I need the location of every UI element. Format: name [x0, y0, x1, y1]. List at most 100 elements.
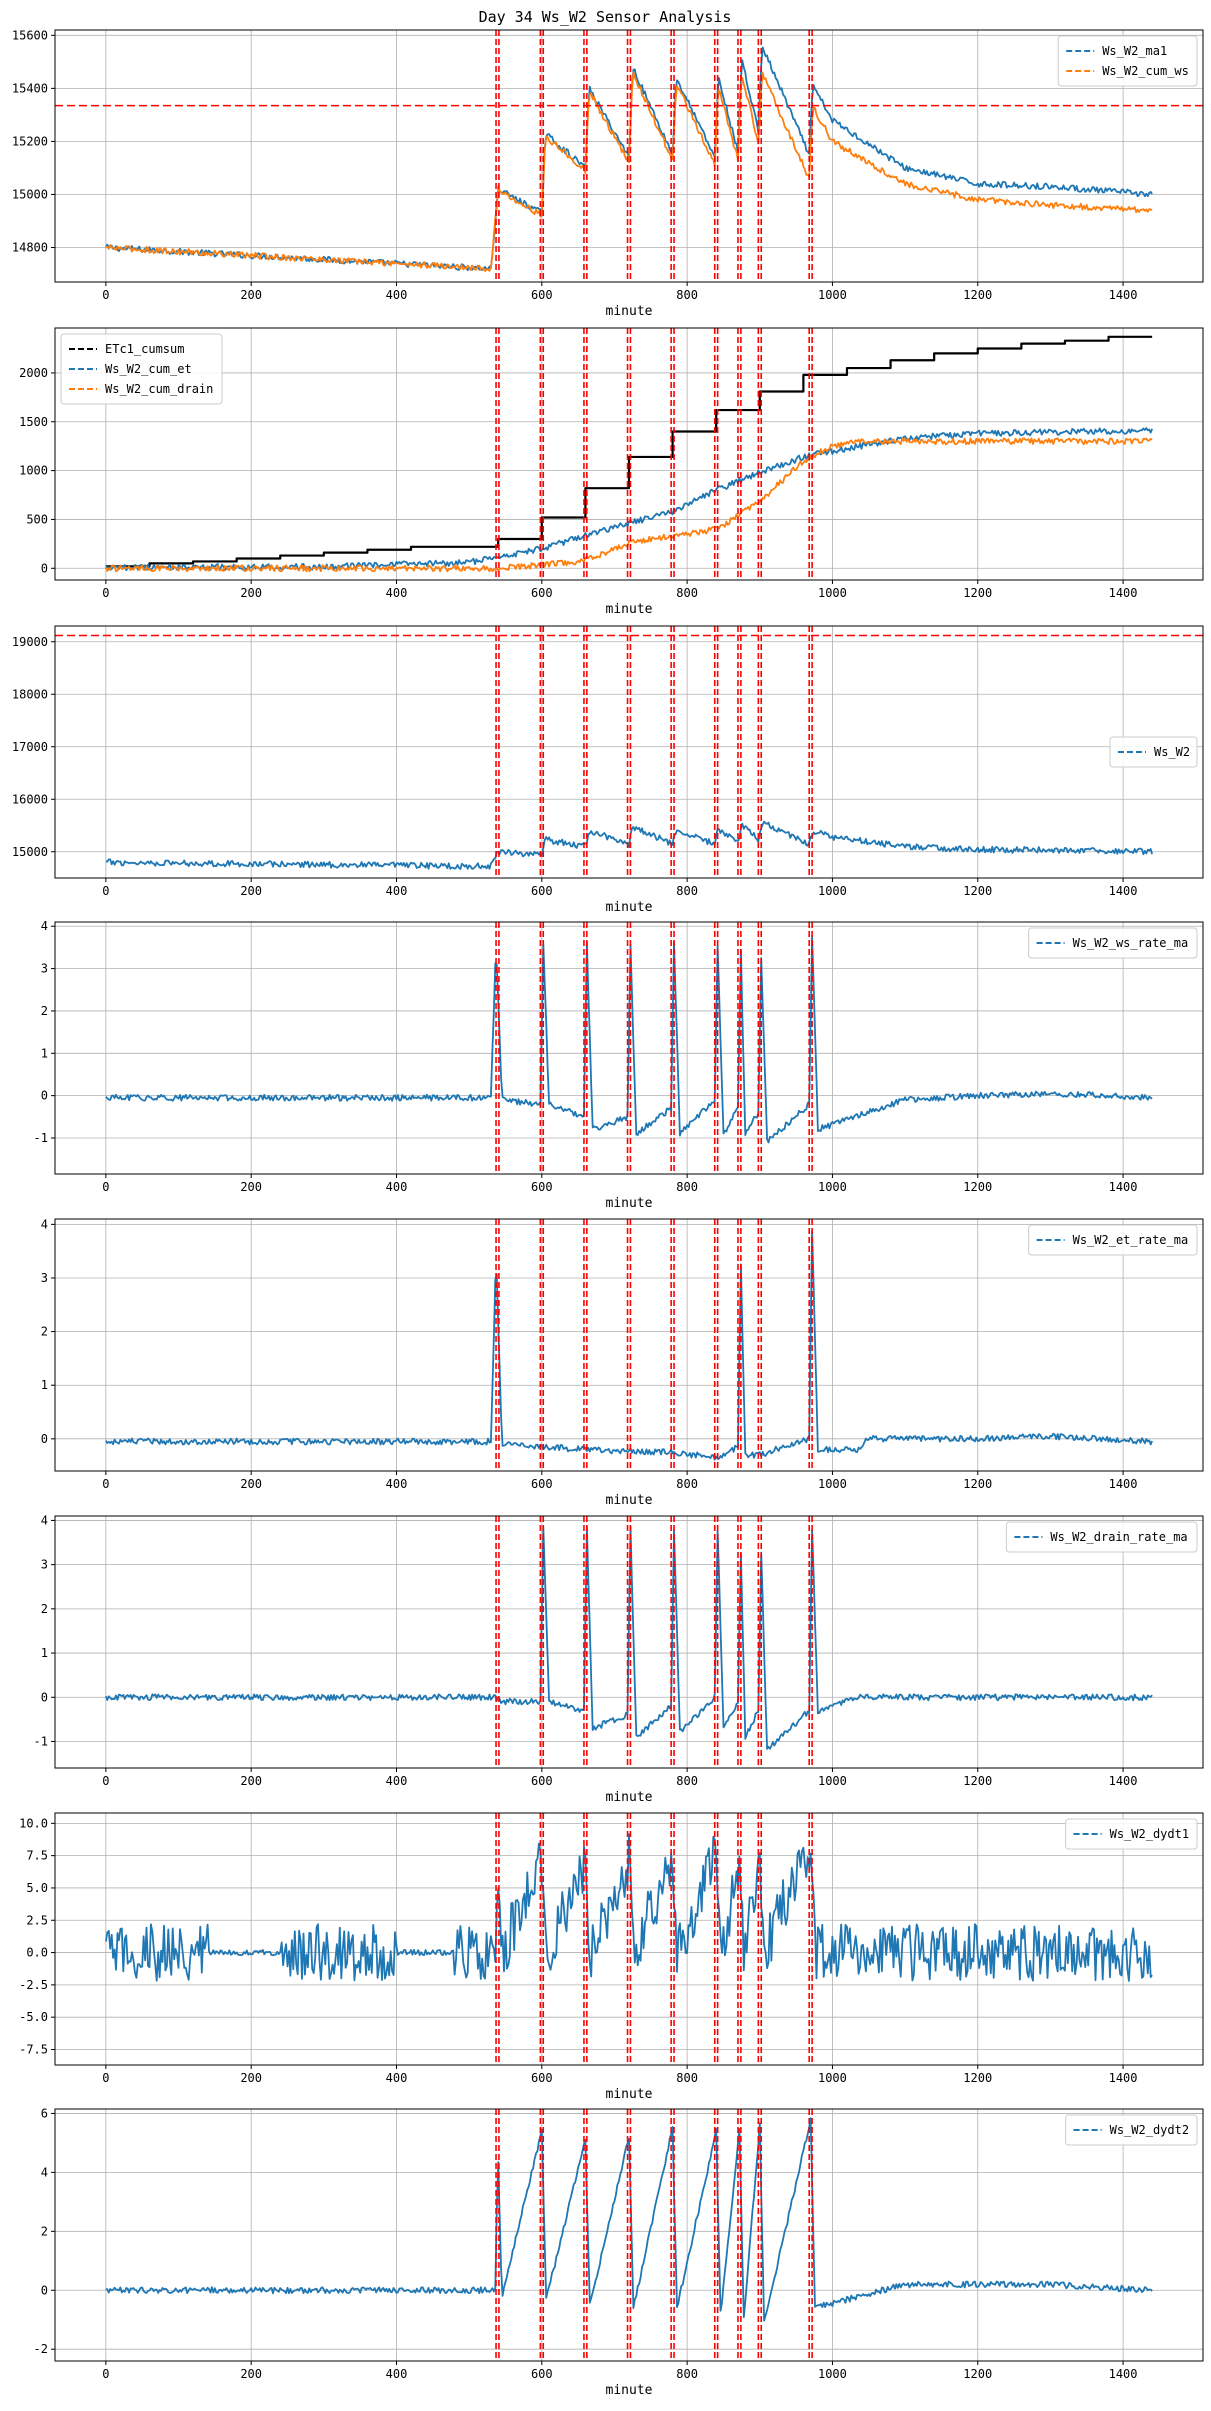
- x-tick-label: 800: [676, 586, 698, 600]
- plot-area: [105, 328, 1153, 580]
- series-line-Ws_W2_dydt1: [105, 1833, 1153, 1982]
- legend: Ws_W2_drain_rate_ma: [1005, 1521, 1198, 1553]
- y-tick-label: 15200: [12, 134, 48, 148]
- y-tick-label: 10.0: [19, 1816, 48, 1830]
- y-tick-label: 1: [41, 1378, 48, 1392]
- x-tick-label: 200: [240, 1180, 262, 1194]
- figure-title: Day 34 Ws_W2 Sensor Analysis: [479, 8, 732, 26]
- x-axis-label: minute: [606, 2383, 653, 2398]
- x-tick-label: 400: [386, 1477, 408, 1491]
- legend-box: [1109, 736, 1198, 768]
- legend-label: Ws_W2_ma1: [1102, 44, 1167, 58]
- legend: Ws_W2: [1109, 736, 1198, 768]
- y-tick-label: 500: [26, 512, 48, 526]
- x-tick-label: 800: [676, 1180, 698, 1194]
- x-axis-label: minute: [606, 1790, 653, 1805]
- series-line-Ws_W2_et_rate_ma: [105, 1230, 1153, 1461]
- x-tick-label: 1200: [963, 2367, 992, 2381]
- x-tick-label: 0: [102, 1180, 109, 1194]
- x-tick-label: 1400: [1109, 586, 1138, 600]
- x-tick-label: 1200: [963, 884, 992, 898]
- x-tick-label: 200: [240, 2071, 262, 2085]
- legend-box: [1005, 1521, 1198, 1553]
- x-tick-label: 400: [386, 1180, 408, 1194]
- plot-area: [105, 2109, 1153, 2361]
- y-tick-label: 2: [41, 2224, 48, 2238]
- x-tick-label: 800: [676, 1477, 698, 1491]
- x-tick-label: 800: [676, 2367, 698, 2381]
- x-tick-label: 400: [386, 288, 408, 302]
- x-tick-label: 1000: [818, 884, 847, 898]
- x-tick-label: 1200: [963, 2071, 992, 2085]
- x-tick-label: 200: [240, 586, 262, 600]
- x-tick-label: 0: [102, 2367, 109, 2381]
- y-tick-label: 3: [41, 1271, 48, 1285]
- y-tick-label: 0: [41, 1432, 48, 1446]
- y-tick-label: 14800: [12, 241, 48, 255]
- y-tick-label: 5.0: [26, 1881, 48, 1895]
- legend-label: Ws_W2_cum_et: [105, 362, 192, 376]
- series-line-Ws_W2_dydt2: [105, 2117, 1153, 2322]
- x-tick-label: 1000: [818, 2071, 847, 2085]
- subplot-6: 0 200 400 600 800 1000 1200 1400 -1 0 1 2 3 4 minute Ws…: [34, 1513, 1204, 1805]
- plot-area: [55, 30, 1203, 282]
- x-tick-label: 600: [531, 884, 553, 898]
- x-tick-label: 0: [102, 2071, 109, 2085]
- y-tick-label: 19000: [12, 635, 48, 649]
- subplot-4: 0 200 400 600 800 1000 1200 1400 -1 0 1 2 3 4 minute Ws…: [34, 919, 1204, 1211]
- y-tick-label: 0: [41, 2283, 48, 2297]
- legend-label: Ws_W2_cum_ws: [1102, 64, 1189, 78]
- x-tick-label: 400: [386, 2071, 408, 2085]
- x-tick-label: 600: [531, 288, 553, 302]
- y-tick-label: 15400: [12, 81, 48, 95]
- legend-label: Ws_W2_ws_rate_ma: [1073, 936, 1189, 950]
- x-tick-label: 0: [102, 884, 109, 898]
- plot-area: [105, 922, 1153, 1174]
- y-tick-label: 0: [41, 1690, 48, 1704]
- subplot-8: 0 200 400 600 800 1000 1200 1400 -2 0 2 4 6 minute Ws_…: [34, 2106, 1204, 2398]
- series-line-Ws_W2_cum_ws: [105, 71, 1153, 272]
- legend-label: Ws_W2_dydt1: [1110, 1827, 1189, 1841]
- y-tick-label: 2: [41, 1004, 48, 1018]
- series-line-Ws_W2_drain_rate_ma: [105, 1526, 1153, 1750]
- axes-frame: [54, 29, 1204, 283]
- x-tick-label: 400: [386, 586, 408, 600]
- y-tick-label: -1: [34, 1734, 48, 1748]
- x-tick-label: 1200: [963, 1180, 992, 1194]
- x-tick-label: 800: [676, 1774, 698, 1788]
- plot-area: [55, 626, 1203, 878]
- y-tick-label: 17000: [12, 740, 48, 754]
- legend-box: [1028, 1224, 1198, 1256]
- subplot-7: 0 200 400 600 800 1000 1200 1400 -7.5 -5.0 -2.5 0.0…: [19, 1812, 1204, 2102]
- y-tick-label: 2000: [19, 366, 48, 380]
- x-tick-label: 600: [531, 1477, 553, 1491]
- x-tick-label: 400: [386, 2367, 408, 2381]
- x-tick-label: 200: [240, 1774, 262, 1788]
- axes-frame: [54, 625, 1204, 879]
- x-tick-label: 1200: [963, 288, 992, 302]
- legend-label: Ws_W2_et_rate_ma: [1073, 1233, 1189, 1247]
- legend: Ws_W2_ws_rate_ma: [1028, 927, 1198, 959]
- y-tick-label: 2: [41, 1325, 48, 1339]
- x-tick-label: 0: [102, 1477, 109, 1491]
- series-line-ETc1_cumsum: [105, 335, 1153, 568]
- x-tick-label: 1200: [963, 1774, 992, 1788]
- subplot-stack: 0 200 400 600 800 1000 1200 1400148001500015200…: [12, 28, 1204, 2398]
- y-tick-label: 15000: [12, 187, 48, 201]
- x-tick-label: 1000: [818, 1774, 847, 1788]
- x-tick-label: 0: [102, 586, 109, 600]
- x-tick-label: 0: [102, 288, 109, 302]
- axes-frame: [54, 1218, 1204, 1472]
- y-tick-label: 3: [41, 962, 48, 976]
- y-tick-label: 1: [41, 1046, 48, 1060]
- series-line-Ws_W2_cum_et: [105, 427, 1153, 572]
- subplot-2: 0 200 400 600 800 1000 1200 1400 0 500 1000 1500 200…: [19, 327, 1204, 617]
- legend-label: ETc1_cumsum: [105, 342, 184, 356]
- x-tick-label: 1400: [1109, 2071, 1138, 2085]
- x-tick-label: 0: [102, 1774, 109, 1788]
- y-tick-label: 1500: [19, 415, 48, 429]
- x-tick-label: 400: [386, 1774, 408, 1788]
- legend-box: [1065, 1818, 1198, 1850]
- y-tick-label: 4: [41, 1217, 48, 1231]
- y-tick-label: 4: [41, 1513, 48, 1527]
